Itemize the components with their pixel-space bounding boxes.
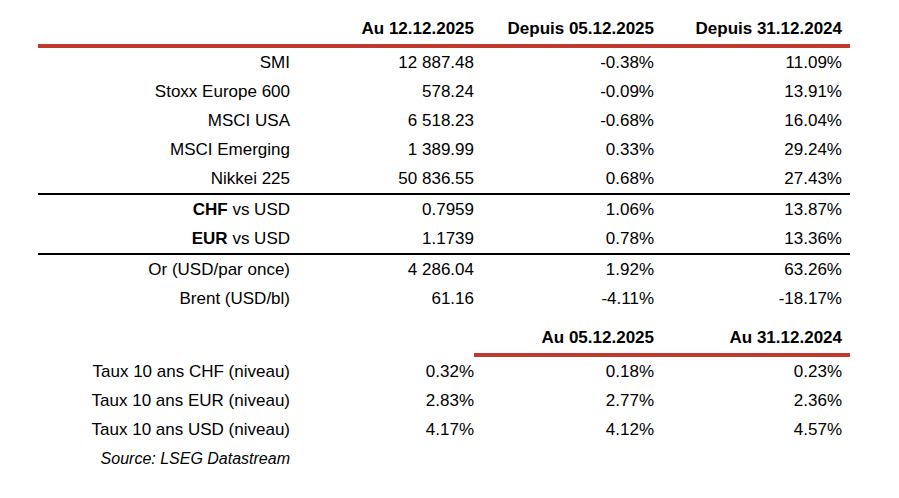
value-cell: 12 887.48 — [290, 48, 474, 77]
column-header: Depuis 05.12.2025 — [474, 14, 654, 44]
table2-header-row: Au 05.12.2025 Au 31.12.2024 — [38, 323, 850, 357]
empty-cell — [654, 444, 850, 473]
value-cell: 6 518.23 — [290, 106, 474, 135]
value-cell: -4.11% — [474, 284, 654, 313]
row-label: CHF vs USD — [38, 195, 290, 224]
value-cell: 0.32% — [290, 357, 474, 386]
value-cell: 0.33% — [474, 135, 654, 164]
column-header: Au 31.12.2024 — [654, 323, 850, 357]
value-cell: -18.17% — [654, 284, 850, 313]
empty-cell — [290, 444, 474, 473]
table-row: MSCI Emerging 1 389.99 0.33% 29.24% — [38, 135, 850, 164]
value-cell: 13.91% — [654, 77, 850, 106]
row-label-bold: EUR — [192, 229, 228, 248]
value-cell: -0.38% — [474, 48, 654, 77]
value-cell: 0.23% — [654, 357, 850, 386]
value-cell: 1.92% — [474, 255, 654, 284]
value-cell: 11.09% — [654, 48, 850, 77]
table-row: SMI 12 887.48 -0.38% 11.09% — [38, 48, 850, 77]
value-cell: 578.24 — [290, 77, 474, 106]
row-label-text: MSCI Emerging — [170, 140, 290, 159]
row-label: MSCI Emerging — [38, 135, 290, 164]
row-label: Taux 10 ans USD (niveau) — [38, 415, 290, 444]
table-row: Taux 10 ans EUR (niveau) 2.83% 2.77% 2.3… — [38, 386, 850, 415]
header-empty-cell — [38, 14, 290, 44]
value-cell: 2.83% — [290, 386, 474, 415]
row-label-text: SMI — [260, 53, 290, 72]
value-cell: 27.43% — [654, 164, 850, 193]
empty-cell — [474, 444, 654, 473]
value-cell: 1.1739 — [290, 224, 474, 253]
value-cell: -0.68% — [474, 106, 654, 135]
row-label: EUR vs USD — [38, 224, 290, 253]
value-cell: 4.17% — [290, 415, 474, 444]
table-row: CHF vs USD 0.7959 1.06% 13.87% — [38, 193, 850, 224]
table-row: Taux 10 ans CHF (niveau) 0.32% 0.18% 0.2… — [38, 357, 850, 386]
row-label-bold: CHF — [193, 200, 228, 219]
value-cell: 1 389.99 — [290, 135, 474, 164]
column-header: Depuis 31.12.2024 — [654, 14, 850, 44]
table-row: EUR vs USD 1.1739 0.78% 13.36% — [38, 224, 850, 253]
value-cell: 0.18% — [474, 357, 654, 386]
value-cell: -0.09% — [474, 77, 654, 106]
row-label: Taux 10 ans EUR (niveau) — [38, 386, 290, 415]
value-cell: 1.06% — [474, 195, 654, 224]
value-cell: 63.26% — [654, 255, 850, 284]
table-row: Taux 10 ans USD (niveau) 4.17% 4.12% 4.5… — [38, 415, 850, 444]
value-cell: 13.36% — [654, 224, 850, 253]
value-cell: 13.87% — [654, 195, 850, 224]
row-label: Or (USD/par once) — [38, 255, 290, 284]
value-cell: 0.7959 — [290, 195, 474, 224]
table1-header-row: Au 12.12.2025 Depuis 05.12.2025 Depuis 3… — [38, 14, 850, 48]
row-label-text: Nikkei 225 — [211, 169, 290, 188]
value-cell: 29.24% — [654, 135, 850, 164]
row-label-text: MSCI USA — [208, 111, 290, 130]
row-label: Taux 10 ans CHF (niveau) — [38, 357, 290, 386]
row-label: SMI — [38, 48, 290, 77]
row-label: Brent (USD/bl) — [38, 284, 290, 313]
source-note: Source: LSEG Datastream — [38, 444, 290, 473]
market-overview-table: Au 12.12.2025 Depuis 05.12.2025 Depuis 3… — [38, 14, 850, 473]
row-label: Stoxx Europe 600 — [38, 77, 290, 106]
value-cell: 0.68% — [474, 164, 654, 193]
value-cell: 2.77% — [474, 386, 654, 415]
row-label-text: Brent (USD/bl) — [179, 289, 290, 308]
value-cell: 61.16 — [290, 284, 474, 313]
header-empty-cell — [38, 323, 290, 357]
column-header: Au 12.12.2025 — [290, 14, 474, 44]
table-row: Brent (USD/bl) 61.16 -4.11% -18.17% — [38, 284, 850, 313]
table-row: Nikkei 225 50 836.55 0.68% 27.43% — [38, 164, 850, 193]
row-label-text: Or (USD/par once) — [148, 260, 290, 279]
source-row: Source: LSEG Datastream — [38, 444, 850, 473]
column-header: Au 05.12.2025 — [474, 323, 654, 357]
value-cell: 4 286.04 — [290, 255, 474, 284]
value-cell: 50 836.55 — [290, 164, 474, 193]
row-label: Nikkei 225 — [38, 164, 290, 193]
header-empty-cell — [290, 323, 474, 357]
section-gap — [38, 313, 850, 323]
value-cell: 4.57% — [654, 415, 850, 444]
value-cell: 4.12% — [474, 415, 654, 444]
value-cell: 0.78% — [474, 224, 654, 253]
table-row: Or (USD/par once) 4 286.04 1.92% 63.26% — [38, 253, 850, 284]
row-label-text: Stoxx Europe 600 — [155, 82, 290, 101]
value-cell: 16.04% — [654, 106, 850, 135]
row-label-text: vs USD — [228, 200, 290, 219]
value-cell: 2.36% — [654, 386, 850, 415]
row-label-text: vs USD — [228, 229, 290, 248]
table-row: MSCI USA 6 518.23 -0.68% 16.04% — [38, 106, 850, 135]
row-label: MSCI USA — [38, 106, 290, 135]
table-row: Stoxx Europe 600 578.24 -0.09% 13.91% — [38, 77, 850, 106]
